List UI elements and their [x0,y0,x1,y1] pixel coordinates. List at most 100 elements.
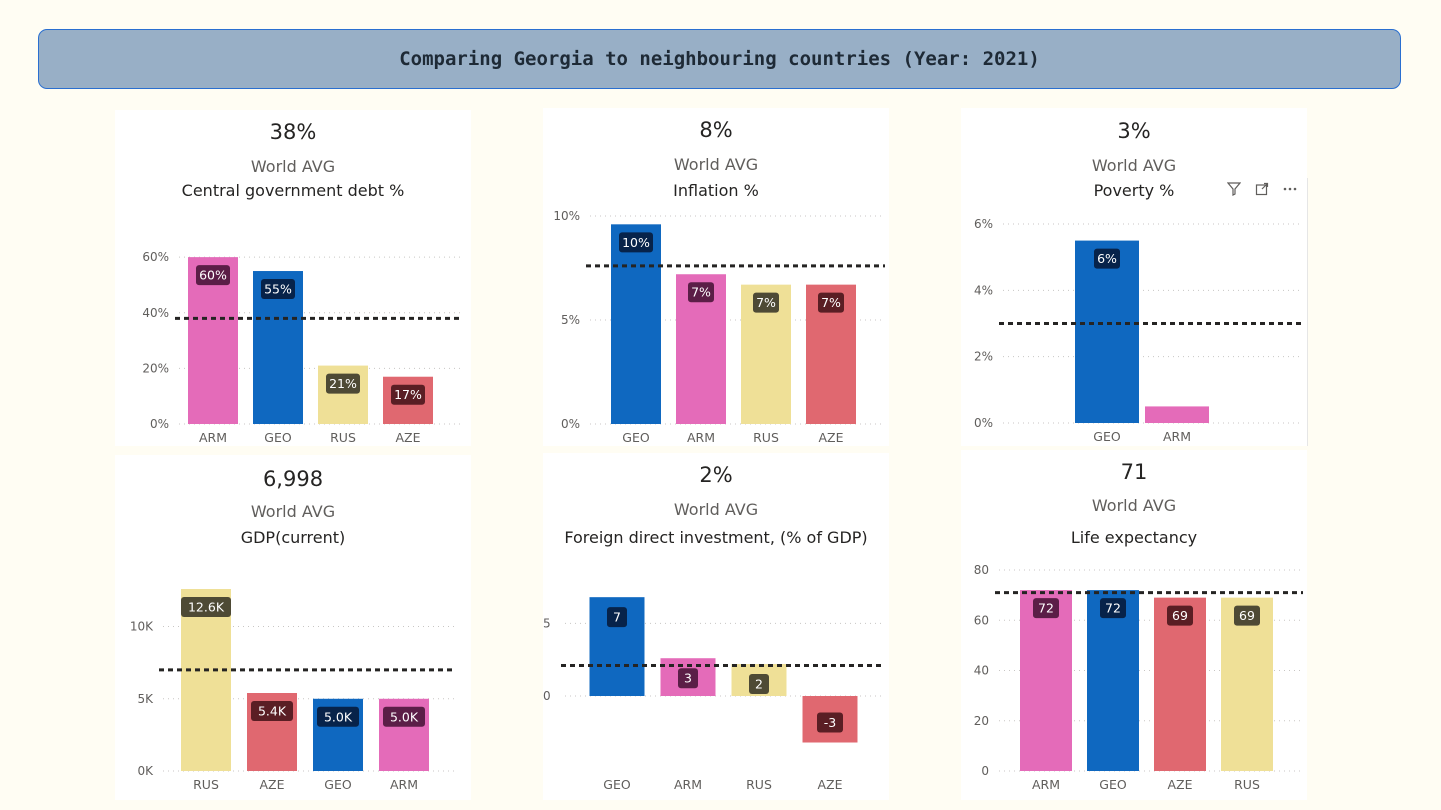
data-label-text: 3 [684,671,692,686]
data-label-rus: 21% [326,373,360,394]
data-label-bg [688,282,714,303]
kpi-value: 6,998 [262,467,324,491]
kpi-label: World AVG [250,157,336,176]
kpi-card-inflation[interactable]: 8% World AVG [543,108,889,180]
y-tick-label: 0% [150,417,169,431]
data-label-aze: 7% [818,292,844,313]
chart-title: Central government debt % [181,181,405,200]
x-tick-label: ARM [687,430,715,445]
data-label-bg [391,384,425,405]
data-label-text: 7% [691,285,711,300]
data-label-rus: 69 [1234,605,1260,626]
data-label-text: 7 [613,610,621,625]
kpi-card-poverty[interactable]: 3% World AVG [961,108,1307,180]
kpi-label: World AVG [250,502,336,521]
chart-card-gdp[interactable]: GDP(current) 0K 5K 10K RUS 12.6K AZE 5.4K GEO 5.… [115,525,471,800]
data-label-bg [1100,598,1126,619]
y-tick-label: 5 [543,616,551,630]
data-label-bg [818,292,844,313]
x-tick-label: AZE [1167,777,1192,792]
data-label-bg [607,607,627,628]
data-label-bg [383,706,425,727]
data-label-geo: 10% [619,232,653,253]
kpi-value: 2% [699,463,733,487]
x-tick-label: GEO [1099,777,1127,792]
chart-card-fdi[interactable]: Foreign direct investment, (% of GDP) 0 5… [543,525,889,800]
x-tick-label: GEO [324,777,352,792]
data-label-bg [261,279,295,300]
kpi-card-life[interactable]: 71 World AVG [961,450,1307,522]
focus-mode-icon[interactable] [1253,182,1271,200]
data-label-text: 7% [821,295,841,310]
data-label-bg [317,706,359,727]
data-label-text: 7% [756,295,776,310]
x-tick-label: ARM [390,777,418,792]
y-tick-label: 10K [130,620,154,634]
bar-geo [1087,590,1139,771]
data-label-bg [1033,598,1059,619]
x-tick-label: ARM [1163,429,1191,444]
x-tick-label: RUS [746,777,772,792]
more-options-icon[interactable] [1281,182,1299,200]
chart-card-life[interactable]: Life expectancy 0 20 40 60 80 ARM 72 GEO 72 AZE 69… [961,522,1307,800]
data-label-text: -3 [824,715,836,730]
data-label-bg [678,668,698,689]
x-tick-label: ARM [674,777,702,792]
data-label-text: 60% [199,268,227,283]
bar-arm [1145,406,1209,423]
y-tick-label: 60% [142,250,169,264]
y-tick-label: 0% [974,416,993,430]
chart-card-inflation[interactable]: Inflation % 0% 5% 10% GEO 10% ARM 7% RUS 7% AZE 7% [543,178,889,446]
data-label-text: 5.0K [324,709,353,724]
chart-title: Inflation % [673,181,759,200]
data-label-arm: 5.0K [383,706,425,727]
kpi-card-debt[interactable]: 38% World AVG [115,110,471,182]
y-tick-label: 0 [981,764,989,778]
data-label-aze: 69 [1167,605,1193,626]
report-banner: Comparing Georgia to neighbouring countr… [38,29,1401,89]
data-label-arm: 60% [196,265,230,286]
y-tick-label: 5% [561,313,580,327]
chart-title: Poverty % [1093,181,1175,200]
chart-card-poverty[interactable]: Poverty % 0% 2% 4% 6% GEO 6% ARM [961,178,1308,446]
data-label-text: 5.4K [258,704,287,719]
data-label-text: 21% [329,376,357,391]
data-label-text: 69 [1172,608,1188,623]
data-label-bg [251,701,293,721]
kpi-card-fdi[interactable]: 2% World AVG [543,453,889,525]
data-label-text: 17% [394,387,422,402]
y-tick-label: 0% [561,417,580,431]
report-title: Comparing Georgia to neighbouring countr… [399,48,1040,70]
data-label-text: 69 [1239,608,1255,623]
chart-title: Foreign direct investment, (% of GDP) [564,528,868,547]
data-label-aze: 17% [391,384,425,405]
chart-title: Life expectancy [1070,528,1198,547]
x-tick-label: RUS [753,430,779,445]
data-label-text: 10% [622,235,650,250]
data-label-arm: 3 [678,668,698,689]
x-tick-label: ARM [199,430,227,445]
data-label-arm: 7% [688,282,714,303]
data-label-text: 6% [1097,251,1117,266]
data-label-text: 55% [264,282,292,297]
x-tick-label: RUS [1234,777,1260,792]
data-label-bg [1234,605,1260,626]
filter-icon[interactable] [1225,182,1243,200]
x-tick-label: GEO [622,430,650,445]
y-tick-label: 0K [137,764,154,778]
data-label-geo: 5.0K [317,706,359,727]
data-label-text: 2 [755,677,763,692]
data-label-bg [753,292,779,313]
data-label-rus: 2 [749,674,769,695]
data-label-bg [1094,248,1120,269]
y-tick-label: 0 [543,689,551,703]
x-tick-label: GEO [603,777,631,792]
x-tick-label: AZE [259,777,284,792]
chart-inflation-svg: 0% 5% 10% GEO 10% ARM 7% RUS 7% AZE 7% [553,209,885,445]
bar-aze [1154,597,1206,771]
chart-card-debt[interactable]: Central government debt % 0% 20% 40% 60% ARM… [115,178,471,446]
bar-geo [611,224,661,424]
x-tick-label: RUS [330,430,356,445]
chart-gdp-svg: 0K 5K 10K RUS 12.6K AZE 5.4K GEO 5.0K ARM 5.0K [130,589,455,792]
kpi-card-gdp[interactable]: 6,998 World AVG [115,455,471,527]
